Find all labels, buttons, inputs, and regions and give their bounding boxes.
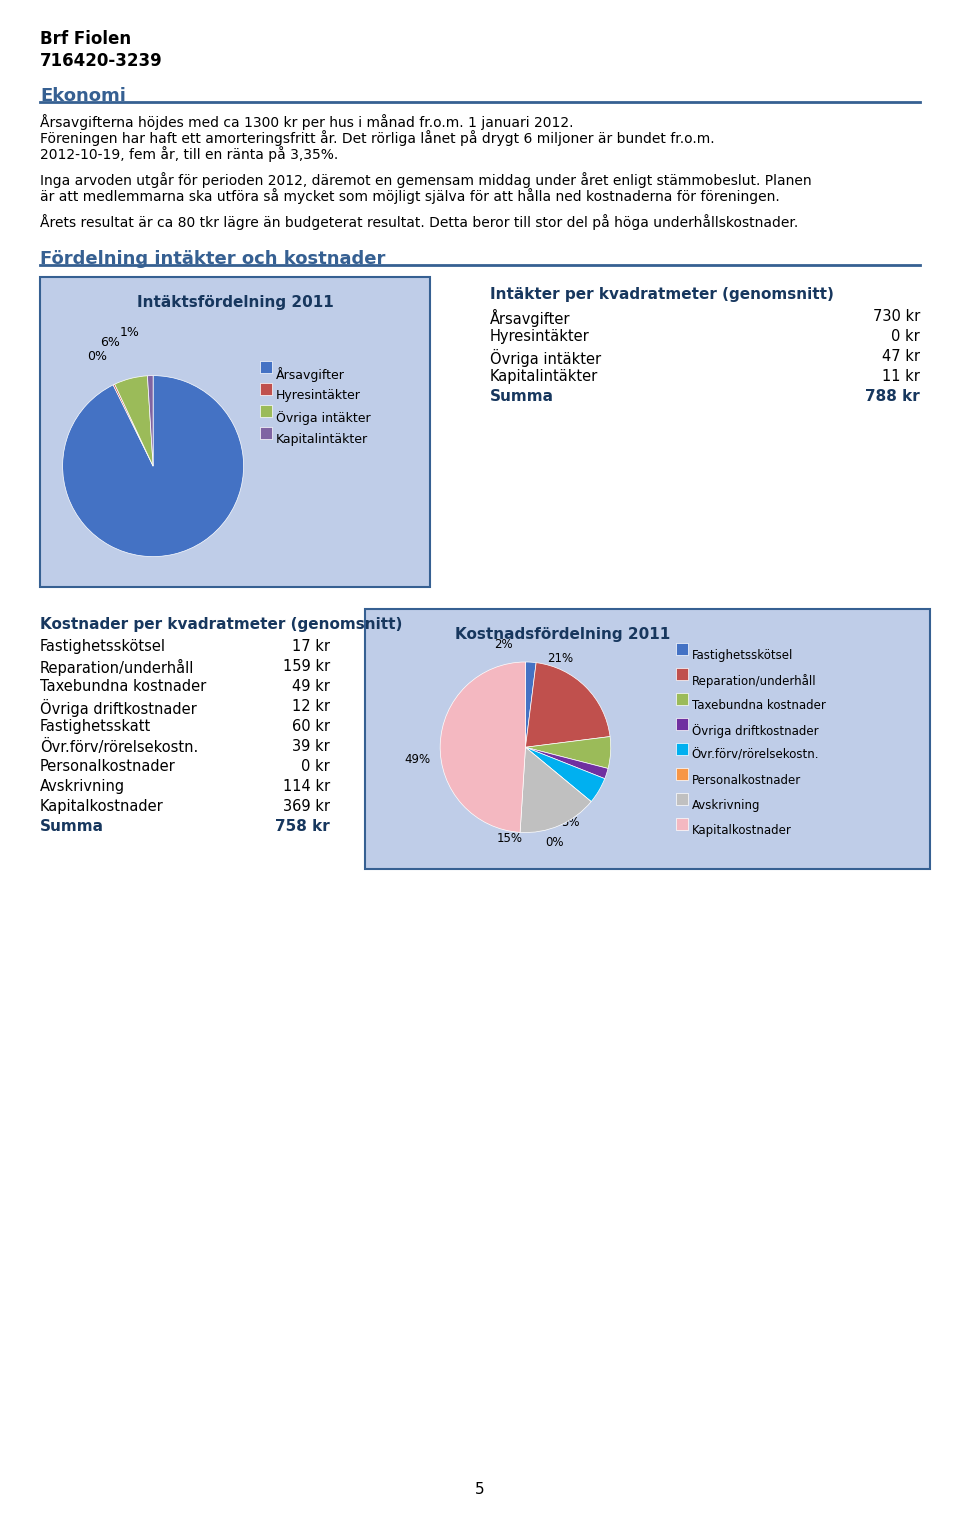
Text: Summa: Summa [490, 389, 554, 404]
Text: 93%: 93% [146, 536, 174, 548]
Text: Kostnadsfördelning 2011: Kostnadsfördelning 2011 [455, 627, 670, 642]
Wedge shape [113, 385, 153, 466]
Text: 17 kr: 17 kr [292, 639, 330, 654]
Wedge shape [525, 748, 608, 778]
Text: 788 kr: 788 kr [865, 389, 920, 404]
Bar [676, 793, 687, 805]
Text: 0%: 0% [87, 351, 107, 363]
Text: Övriga driftkostnader: Övriga driftkostnader [692, 724, 818, 737]
Text: Brf Fiolen: Brf Fiolen [40, 30, 132, 48]
Bar [676, 668, 687, 680]
Wedge shape [525, 748, 605, 801]
Wedge shape [148, 375, 153, 466]
Text: Årets resultat är ca 80 tkr lägre än budgeterat resultat. Detta beror till stor : Årets resultat är ca 80 tkr lägre än bud… [40, 213, 799, 230]
Bar [676, 743, 687, 755]
Text: Årsavgifter: Årsavgifter [490, 309, 570, 327]
Text: Avskrivning: Avskrivning [692, 799, 760, 812]
Text: 39 kr: 39 kr [292, 739, 330, 754]
Text: 15%: 15% [497, 833, 523, 845]
Text: 1%: 1% [120, 326, 140, 339]
Text: 0%: 0% [545, 837, 564, 849]
Wedge shape [520, 748, 591, 833]
Text: 21%: 21% [547, 653, 573, 666]
Text: Kapitalintäkter: Kapitalintäkter [490, 369, 598, 385]
Bar [260, 406, 272, 416]
Text: Taxebundna kostnader: Taxebundna kostnader [692, 699, 826, 712]
Text: 369 kr: 369 kr [283, 799, 330, 815]
Text: 6%: 6% [100, 336, 120, 348]
Text: Hyresintäkter: Hyresintäkter [276, 389, 361, 403]
Text: 49%: 49% [404, 754, 430, 766]
Bar [260, 383, 272, 395]
Text: 5: 5 [475, 1482, 485, 1497]
Text: Fastighetsskötsel: Fastighetsskötsel [40, 639, 166, 654]
Text: 2012-10-19, fem år, till en ränta på 3,35%.: 2012-10-19, fem år, till en ränta på 3,3… [40, 145, 338, 162]
Text: 159 kr: 159 kr [283, 659, 330, 674]
Text: Personalkostnader: Personalkostnader [40, 759, 176, 774]
Bar [260, 360, 272, 372]
Text: är att medlemmarna ska utföra så mycket som möjligt själva för att hålla ned kos: är att medlemmarna ska utföra så mycket … [40, 188, 780, 204]
Text: 60 kr: 60 kr [292, 719, 330, 734]
Bar [260, 427, 272, 439]
Text: Personalkostnader: Personalkostnader [692, 774, 801, 787]
Text: Taxebundna kostnader: Taxebundna kostnader [40, 678, 206, 693]
Text: Hyresintäkter: Hyresintäkter [490, 329, 589, 344]
Text: Övr.förv/rörelsekostn.: Övr.förv/rörelsekostn. [40, 739, 199, 755]
Text: 716420-3239: 716420-3239 [40, 51, 163, 70]
Text: 5%: 5% [561, 816, 579, 828]
Text: Övriga intäkter: Övriga intäkter [490, 350, 601, 366]
Text: Reparation/underhåll: Reparation/underhåll [692, 674, 816, 687]
Wedge shape [441, 662, 525, 833]
Wedge shape [525, 737, 611, 769]
Text: 12 kr: 12 kr [292, 699, 330, 715]
Text: Reparation/underhåll: Reparation/underhåll [40, 659, 194, 677]
Text: 6%: 6% [570, 763, 589, 777]
Text: 0 kr: 0 kr [301, 759, 330, 774]
Text: 0 kr: 0 kr [891, 329, 920, 344]
Text: Fastighetsskötsel: Fastighetsskötsel [692, 650, 793, 662]
Text: 2%: 2% [493, 637, 513, 651]
Text: Övr.förv/rörelsekostn.: Övr.förv/rörelsekostn. [692, 749, 819, 762]
Text: 49 kr: 49 kr [292, 678, 330, 693]
Text: Avskrivning: Avskrivning [40, 780, 125, 793]
Text: Summa: Summa [40, 819, 104, 834]
Bar [676, 818, 687, 830]
Text: Ekonomi: Ekonomi [40, 86, 126, 104]
Wedge shape [114, 375, 153, 466]
Text: Fastighetsskatt: Fastighetsskatt [40, 719, 152, 734]
Bar [676, 768, 687, 780]
Text: 730 kr: 730 kr [873, 309, 920, 324]
Text: Kapitalkostnader: Kapitalkostnader [40, 799, 164, 815]
Text: Kapitalkostnader: Kapitalkostnader [692, 824, 792, 837]
Text: Inga arvoden utgår för perioden 2012, däremot en gemensam middag under året enli: Inga arvoden utgår för perioden 2012, dä… [40, 173, 811, 188]
Text: Fördelning intäkter och kostnader: Fördelning intäkter och kostnader [40, 250, 385, 268]
Bar [676, 693, 687, 706]
Text: 11 kr: 11 kr [882, 369, 920, 385]
Wedge shape [525, 748, 591, 801]
Text: Kostnader per kvadratmeter (genomsnitt): Kostnader per kvadratmeter (genomsnitt) [40, 618, 402, 631]
Text: 758 kr: 758 kr [276, 819, 330, 834]
Text: Intäktsfördelning 2011: Intäktsfördelning 2011 [136, 295, 333, 310]
Text: Årsavgifterna höjdes med ca 1300 kr per hus i månad fr.o.m. 1 januari 2012.: Årsavgifterna höjdes med ca 1300 kr per … [40, 114, 573, 130]
FancyBboxPatch shape [40, 277, 430, 587]
Text: Föreningen har haft ett amorteringsfritt år. Det rörliga lånet på drygt 6 miljon: Föreningen har haft ett amorteringsfritt… [40, 130, 714, 145]
Text: Intäkter per kvadratmeter (genomsnitt): Intäkter per kvadratmeter (genomsnitt) [490, 288, 834, 301]
Wedge shape [62, 375, 244, 557]
Text: Övriga intäkter: Övriga intäkter [276, 410, 371, 425]
Text: Övriga driftkostnader: Övriga driftkostnader [40, 699, 197, 718]
Text: 114 kr: 114 kr [283, 780, 330, 793]
Text: Årsavgifter: Årsavgifter [276, 366, 345, 382]
Text: 2%: 2% [570, 790, 589, 802]
Bar [676, 718, 687, 730]
Bar [676, 643, 687, 656]
Text: 47 kr: 47 kr [882, 350, 920, 363]
FancyBboxPatch shape [365, 609, 930, 869]
Text: Kapitalintäkter: Kapitalintäkter [276, 433, 368, 447]
Wedge shape [525, 663, 610, 748]
Wedge shape [525, 662, 536, 748]
